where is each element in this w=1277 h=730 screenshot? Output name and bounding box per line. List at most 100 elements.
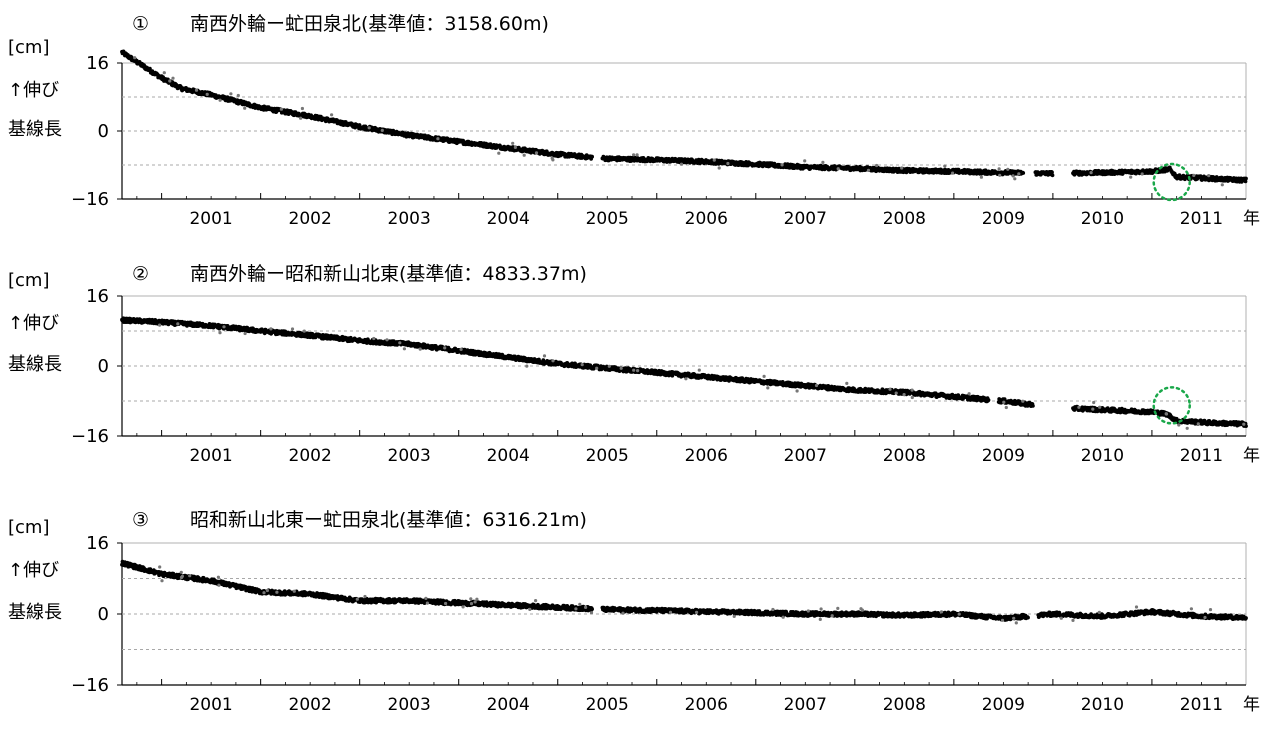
outlier-point <box>1197 422 1200 425</box>
y-tick-label: 16 <box>86 286 109 307</box>
x-axis-unit: 年 <box>1243 209 1260 229</box>
x-tick-label: 2004 <box>487 209 530 229</box>
outlier-point <box>1098 406 1101 409</box>
outlier-point <box>1186 427 1189 430</box>
x-tick-label: 2009 <box>982 209 1025 229</box>
outlier-point <box>551 157 554 160</box>
x-tick-label: 2002 <box>289 695 332 715</box>
panel-title: 南西外輪ー虻田泉北(基準値：3158.60m) <box>190 13 549 35</box>
outlier-point <box>1165 412 1168 415</box>
outlier-point <box>867 169 870 172</box>
outlier-point <box>726 162 729 165</box>
outlier-point <box>1192 174 1195 177</box>
outlier-point <box>303 330 306 333</box>
y-unit: [cm] <box>8 517 49 538</box>
y-tick-label: 0 <box>98 356 109 377</box>
y-axis-label-line-2: 基線長 <box>8 119 62 140</box>
outlier-point <box>1090 171 1093 174</box>
outlier-point <box>195 89 198 92</box>
x-tick-label: 2003 <box>388 446 431 466</box>
x-tick-label: 2005 <box>586 209 629 229</box>
outlier-point <box>1002 401 1005 404</box>
outlier-point <box>581 363 584 366</box>
y-unit: [cm] <box>8 270 49 291</box>
outlier-point <box>1005 406 1008 409</box>
outlier-point <box>968 392 971 395</box>
x-tick-label: 2001 <box>189 446 232 466</box>
outlier-point <box>280 108 283 111</box>
x-tick-label: 2007 <box>784 209 827 229</box>
outlier-point <box>1242 423 1245 426</box>
y-axis-label-line-2: 基線長 <box>8 354 62 375</box>
outlier-point <box>911 396 914 399</box>
outlier-point <box>368 126 371 129</box>
y-tick-label: 0 <box>98 121 109 142</box>
outlier-point <box>821 161 824 164</box>
outlier-point <box>535 151 538 154</box>
outlier-point <box>766 386 769 389</box>
outlier-point <box>551 359 554 362</box>
outlier-point <box>158 324 161 327</box>
outlier-point <box>176 322 179 325</box>
outlier-point <box>436 137 439 140</box>
x-tick-label: 2010 <box>1081 695 1124 715</box>
x-tick-label: 2008 <box>883 446 926 466</box>
x-tick-label: 2001 <box>189 209 232 229</box>
outlier-point <box>229 92 232 95</box>
x-tick-label: 2006 <box>685 446 728 466</box>
outlier-point <box>385 338 388 341</box>
x-tick-label: 2007 <box>784 446 827 466</box>
x-tick-label: 2001 <box>189 695 232 715</box>
data-point <box>1031 404 1035 408</box>
outlier-point <box>133 56 136 59</box>
outlier-point <box>1012 174 1015 177</box>
x-axis-unit: 年 <box>1243 446 1260 466</box>
outlier-point <box>1207 174 1210 177</box>
x-axis-unit: 年 <box>1243 695 1260 715</box>
x-tick-label: 2011 <box>1180 446 1223 466</box>
y-tick-label: −16 <box>71 189 109 210</box>
x-tick-label: 2006 <box>685 695 728 715</box>
y-axis-label-line-2: 基線長 <box>8 602 62 623</box>
outlier-point <box>620 367 623 370</box>
y-tick-label: 16 <box>86 533 109 554</box>
outlier-point <box>222 325 225 328</box>
outlier-point <box>1006 168 1009 171</box>
y-tick-label: 0 <box>98 604 109 625</box>
y-axis-label-line-1: ↑伸び <box>8 560 59 581</box>
y-axis-label-line-1: ↑伸び <box>8 313 59 334</box>
y-unit: [cm] <box>8 37 49 58</box>
x-tick-label: 2011 <box>1180 209 1223 229</box>
outlier-point <box>815 384 818 387</box>
x-tick-label: 2006 <box>685 209 728 229</box>
outlier-point <box>895 392 898 395</box>
outlier-point <box>763 375 766 378</box>
outlier-point <box>680 163 683 166</box>
outlier-point <box>713 159 716 162</box>
x-tick-label: 2007 <box>784 695 827 715</box>
outlier-point <box>543 354 546 357</box>
x-tick-label: 2009 <box>982 446 1025 466</box>
outlier-point <box>244 332 247 335</box>
outlier-point <box>443 346 446 349</box>
data-point <box>1021 171 1025 175</box>
x-tick-label: 2002 <box>289 209 332 229</box>
outlier-point <box>1092 401 1095 404</box>
outlier-point <box>845 382 848 385</box>
outlier-point <box>497 152 500 155</box>
outlier-point <box>218 331 221 334</box>
x-tick-label: 2009 <box>982 695 1025 715</box>
outlier-point <box>381 129 384 132</box>
data-point <box>590 155 594 159</box>
outlier-point <box>1077 406 1080 409</box>
data-series-points <box>120 50 1248 187</box>
outlier-point <box>636 369 639 372</box>
x-tick-label: 2005 <box>586 695 629 715</box>
outlier-point <box>595 367 598 370</box>
x-tick-label: 2008 <box>883 695 926 715</box>
data-point <box>987 398 991 402</box>
x-tick-label: 2010 <box>1081 446 1124 466</box>
outlier-point <box>698 369 701 372</box>
